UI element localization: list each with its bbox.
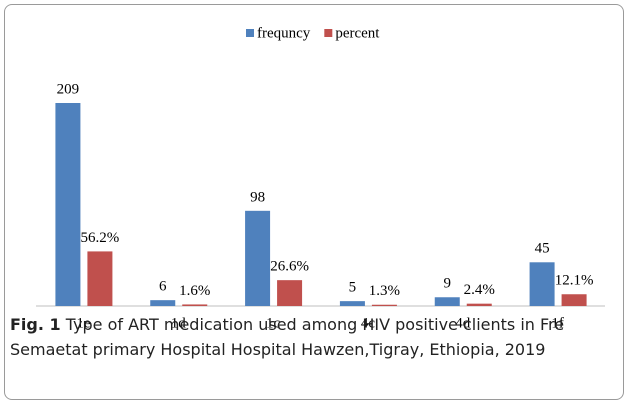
x-tick-label: 4c [361, 315, 376, 331]
data-label: 1.6% [179, 283, 210, 299]
bar [245, 210, 271, 306]
x-tick-label: 1f [551, 315, 564, 331]
x-tick-label: 1c [266, 315, 281, 331]
figure-frame [4, 4, 624, 400]
bar [339, 301, 365, 306]
x-tick-label: 1e [76, 315, 91, 331]
data-label: 6 [159, 279, 167, 295]
bar [561, 294, 587, 306]
caption: Fig. 1 Type of ART medication used among… [10, 312, 622, 362]
bar [150, 300, 176, 306]
data-label: 209 [57, 81, 80, 97]
x-tick-label: 4d [455, 315, 471, 331]
data-label: 45 [535, 241, 550, 257]
legend-swatch [246, 29, 254, 37]
data-label: 56.2% [81, 230, 120, 246]
legend-swatch [324, 29, 333, 37]
bar [529, 262, 555, 306]
bar [466, 303, 492, 306]
data-label: 1.3% [369, 283, 400, 299]
bar [371, 304, 397, 306]
data-label: 2.4% [464, 282, 495, 298]
bar [434, 297, 460, 306]
bar [55, 103, 81, 306]
caption-text: Type of ART medication used among HIV po… [10, 315, 565, 359]
data-label: 26.6% [270, 259, 309, 275]
bar [182, 304, 208, 306]
bar [87, 251, 113, 306]
data-label: 5 [349, 280, 357, 296]
data-label: 98 [250, 189, 265, 205]
data-label: 12.1% [555, 273, 594, 289]
bar [277, 280, 303, 306]
data-label: 9 [444, 276, 452, 292]
x-tick-label: 1d [171, 315, 187, 331]
legend-label: frequncy [257, 25, 311, 41]
legend-label: percent [335, 25, 380, 41]
caption-label: Fig. 1 [10, 315, 61, 334]
